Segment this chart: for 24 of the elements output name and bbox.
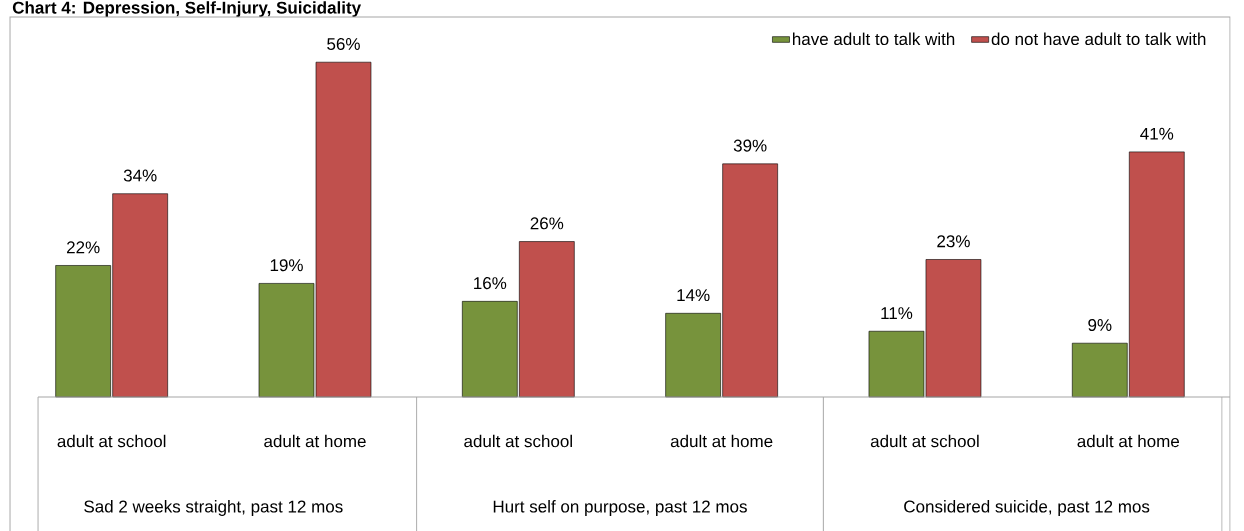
legend-label: have adult to talk with — [793, 32, 955, 46]
data-label: 19% — [270, 259, 303, 272]
text: Considered suicide, past 12 mos — [904, 500, 1150, 516]
x-tick-label: adult at home — [1077, 434, 1180, 448]
x-tick-label: adult at school — [57, 434, 166, 448]
data-label: 41% — [1140, 127, 1174, 140]
x-tick-label: adult at school — [870, 434, 979, 448]
data-label: 22% — [67, 241, 100, 254]
data-label: 9% — [1088, 318, 1112, 331]
data-label: 34% — [123, 169, 157, 182]
x-tick-label: adult at home — [264, 434, 366, 448]
data-label: 14% — [677, 289, 710, 302]
data-label: 11% — [881, 307, 913, 320]
data-label: 39% — [733, 139, 767, 152]
data-label: 23% — [937, 235, 970, 248]
data-label: 56% — [327, 37, 360, 51]
text: Hurt self on purpose, past 12 mos — [493, 500, 747, 516]
x-tick-label: adult at school — [464, 434, 572, 448]
text: Sad 2 weeks straight, past 12 mos — [84, 500, 343, 516]
legend-label: do not have adult to talk with — [991, 32, 1206, 46]
data-label: 26% — [530, 217, 564, 230]
data-label: 16% — [474, 277, 507, 290]
x-tick-label: adult at home — [670, 434, 773, 448]
chart-title: Chart 4: Depression, Self-Injury, Suicidality — [12, 1, 362, 18]
